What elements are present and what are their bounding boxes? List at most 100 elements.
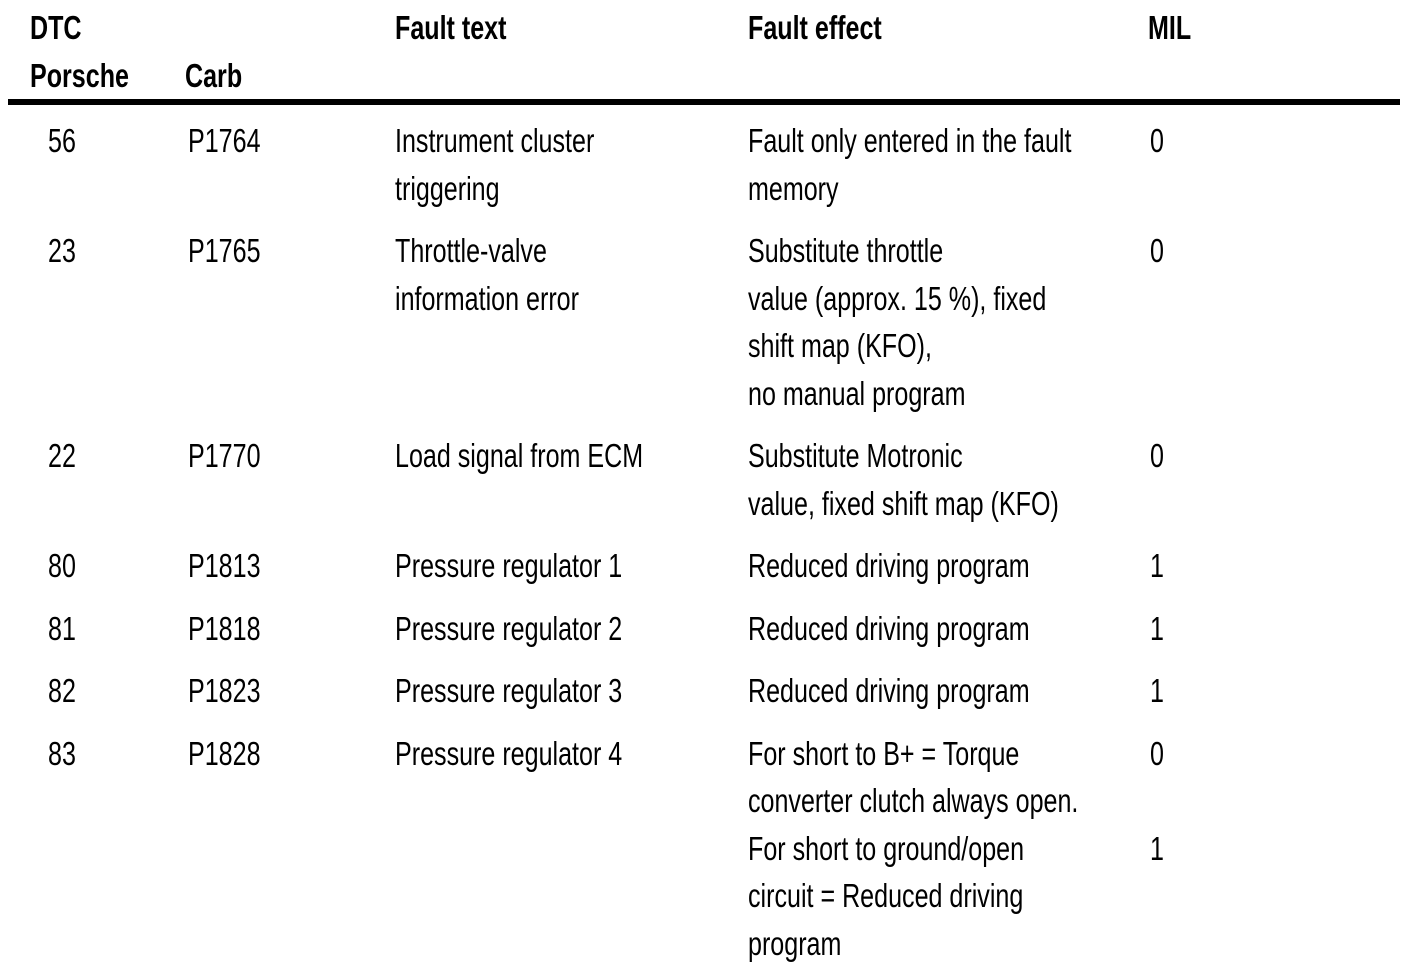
- mil-value: 0: [1150, 734, 1164, 772]
- carb-code: P1818: [188, 609, 261, 647]
- fault-text: Pressure regulator 3: [395, 672, 623, 709]
- fault-text-cell: Pressure regulator 1: [395, 542, 748, 590]
- col-header-fault-effect: Fault effect: [748, 9, 882, 46]
- fault-effect-cell: Reduced driving program: [748, 667, 1148, 715]
- fault-text-cell: Instrument cluster triggering: [395, 117, 748, 212]
- mil-value: 0: [1150, 437, 1164, 474]
- col-header-fault-effect-cell: Fault effect: [748, 4, 1148, 52]
- porsche-code-cell: 23: [30, 227, 185, 275]
- mil-value: 1: [1150, 609, 1164, 647]
- mil-cell: 1: [1148, 605, 1408, 653]
- porsche-code-cell: 83: [30, 730, 185, 778]
- porsche-code: 81: [48, 609, 76, 647]
- mil-value: 1: [1150, 547, 1164, 584]
- fault-effect-text: Reduced driving program: [748, 672, 1030, 709]
- mil-value: 0: [1150, 122, 1164, 159]
- fault-effect-text: For short to B+ = Torque converter clutc…: [748, 734, 1079, 820]
- fault-effect-text: Substitute throttle value (approx. 15 %)…: [748, 232, 1047, 412]
- porsche-code: 83: [48, 734, 76, 772]
- fault-text: Pressure regulator 1: [395, 547, 623, 584]
- carb-code: P1813: [188, 547, 261, 584]
- table-row: 23 P1765 Throttle-valve information erro…: [30, 227, 1408, 417]
- fault-effect-cell: Fault only entered in the fault memory: [748, 117, 1148, 212]
- fault-effect-segment: For short to ground/open circuit = Reduc…: [748, 825, 1408, 968]
- porsche-code-cell: 82: [30, 667, 185, 715]
- carb-code-cell: P1765: [185, 227, 395, 275]
- col-header-dtc: DTC: [30, 9, 82, 46]
- fault-effect-cell: Reduced driving program: [748, 542, 1148, 590]
- table-row: 81 P1818 Pressure regulator 2 Reduced dr…: [30, 605, 1408, 653]
- carb-code-cell: P1764: [185, 117, 395, 165]
- carb-code-cell: P1823: [185, 667, 395, 715]
- fault-effect-cell: For short to ground/open circuit = Reduc…: [748, 825, 1148, 968]
- fault-text-cell: Pressure regulator 3: [395, 667, 748, 715]
- mil-cell: 0: [1148, 432, 1408, 480]
- table-row: 80 P1813 Pressure regulator 1 Reduced dr…: [30, 542, 1408, 590]
- carb-code: P1770: [188, 437, 261, 474]
- mil-cell: 1: [1148, 825, 1408, 968]
- porsche-code-cell: 81: [30, 605, 185, 653]
- carb-code-cell: P1770: [185, 432, 395, 480]
- porsche-code: 22: [48, 437, 76, 474]
- carb-code: P1828: [188, 734, 261, 772]
- table-row: 56 P1764 Instrument cluster triggering F…: [30, 117, 1408, 212]
- carb-code-cell: P1828: [185, 730, 395, 778]
- mil-value: 1: [1150, 672, 1164, 709]
- mil-cell: 0: [1148, 227, 1408, 275]
- porsche-code: 56: [48, 122, 76, 159]
- fault-text: Pressure regulator 2: [395, 609, 623, 647]
- fault-effect-text: Reduced driving program: [748, 547, 1030, 584]
- fault-effect-mil-group: For short to B+ = Torque converter clutc…: [748, 730, 1408, 968]
- fault-effect-cell: Reduced driving program: [748, 605, 1148, 653]
- mil-value: 1: [1150, 829, 1164, 867]
- porsche-code-cell: 80: [30, 542, 185, 590]
- header-rule: [8, 99, 1400, 105]
- fault-effect-text: Substitute Motronic value, fixed shift m…: [748, 437, 1059, 522]
- table-body: 56 P1764 Instrument cluster triggering F…: [30, 105, 1408, 967]
- porsche-code-cell: 56: [30, 117, 185, 165]
- carb-code: P1765: [188, 232, 261, 269]
- col-header-mil-cell: MIL: [1148, 4, 1408, 52]
- fault-text: Pressure regulator 4: [395, 734, 623, 772]
- fault-text: Load signal from ECM: [395, 437, 644, 474]
- col-header-mil: MIL: [1148, 9, 1192, 46]
- mil-value: 0: [1150, 232, 1164, 269]
- col-subheader-carb: Carb: [185, 56, 243, 94]
- mil-cell: 0: [1148, 117, 1408, 165]
- table-header: DTC Fault text Fault effect MIL Porsche …: [30, 4, 1408, 99]
- fault-effect-text: Reduced driving program: [748, 609, 1030, 647]
- col-header-dtc-cell: DTC: [30, 4, 395, 52]
- porsche-code: 82: [48, 672, 76, 709]
- carb-code-cell: P1813: [185, 542, 395, 590]
- carb-code-cell: P1818: [185, 605, 395, 653]
- col-subheader-porsche: Porsche: [30, 56, 129, 94]
- col-subheader-porsche-cell: Porsche: [30, 52, 185, 100]
- fault-text-cell: Throttle-valve information error: [395, 227, 748, 322]
- fault-effect-text: For short to ground/open circuit = Reduc…: [748, 829, 1025, 962]
- fault-text-cell: Load signal from ECM: [395, 432, 748, 480]
- fault-text: Instrument cluster triggering: [395, 122, 595, 207]
- fault-text-cell: Pressure regulator 4: [395, 730, 748, 778]
- porsche-code: 23: [48, 232, 76, 269]
- mil-cell: 1: [1148, 667, 1408, 715]
- fault-effect-segment: For short to B+ = Torque converter clutc…: [748, 730, 1408, 825]
- carb-code: P1823: [188, 672, 261, 709]
- fault-text: Throttle-valve information error: [395, 232, 579, 317]
- fault-text-cell: Pressure regulator 2: [395, 605, 748, 653]
- table-row: 83 P1828 Pressure regulator 4 For short …: [30, 730, 1408, 968]
- col-subheader-carb-cell: Carb: [185, 52, 395, 100]
- porsche-code-cell: 22: [30, 432, 185, 480]
- table-row: 22 P1770 Load signal from ECM Substitute…: [30, 432, 1408, 527]
- col-header-fault-text-cell: Fault text: [395, 4, 748, 52]
- mil-cell: 0: [1148, 730, 1408, 825]
- table-row: 82 P1823 Pressure regulator 3 Reduced dr…: [30, 667, 1408, 715]
- porsche-code: 80: [48, 547, 76, 584]
- carb-code: P1764: [188, 122, 261, 159]
- fault-effect-text: Fault only entered in the fault memory: [748, 122, 1072, 207]
- fault-effect-cell: For short to B+ = Torque converter clutc…: [748, 730, 1148, 825]
- fault-effect-cell: Substitute Motronic value, fixed shift m…: [748, 432, 1148, 527]
- mil-cell: 1: [1148, 542, 1408, 590]
- col-header-fault-text: Fault text: [395, 9, 507, 46]
- fault-effect-cell: Substitute throttle value (approx. 15 %)…: [748, 227, 1148, 417]
